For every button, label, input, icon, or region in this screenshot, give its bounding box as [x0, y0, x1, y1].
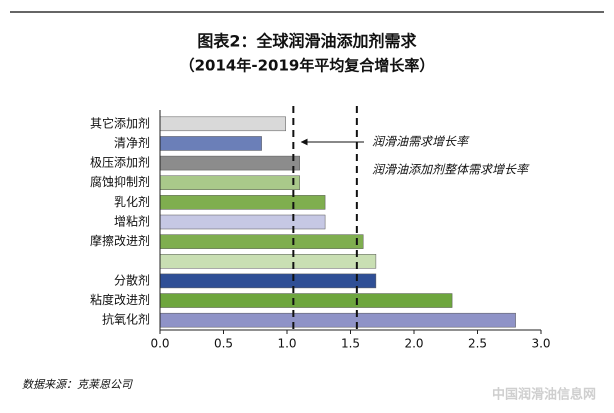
y-tick-label: 极压添加剂 [90, 155, 150, 170]
x-tick-label: 0.5 [214, 337, 233, 351]
bar [159, 214, 326, 230]
bar [159, 234, 364, 249]
bar [159, 293, 453, 308]
x-tick-label: 0.0 [150, 337, 169, 351]
y-tick-label: 腐蚀抑制剂 [90, 174, 150, 189]
bar [159, 254, 377, 269]
source: 数据来源：克莱恩公司 [22, 378, 133, 391]
bar [159, 155, 300, 171]
y-tick-label: 清净剂 [114, 135, 150, 150]
y-tick-label: 乳化剂 [114, 194, 150, 209]
bar [159, 175, 300, 190]
bar [159, 136, 262, 151]
y-tick-label: 分散剂 [114, 272, 150, 287]
annotation: 润滑油需求增长率 [372, 135, 470, 149]
x-tick-label: 1.5 [341, 337, 360, 351]
chart-subtitle: （2014年-2019年平均复合增长率） [180, 57, 435, 75]
x-tick-label: 2.5 [468, 337, 487, 351]
x-tick-label: 2.0 [404, 337, 423, 351]
bar [159, 116, 286, 132]
watermark: 中国润滑油信息网 [492, 387, 596, 403]
y-tick-label: 粘度改进剂 [90, 292, 150, 307]
x-tick-label: 3.0 [531, 337, 550, 351]
bar [159, 195, 326, 210]
y-tick-label: 摩擦改进剂 [90, 233, 150, 248]
annotation: 润滑油添加剂整体需求增长率 [372, 163, 530, 177]
chart-title: 图表2：全球润滑油添加剂需求 [197, 32, 417, 51]
x-tick-label: 1.0 [277, 337, 296, 351]
bar [159, 312, 516, 328]
y-tick-label: 增粘剂 [114, 214, 150, 229]
y-tick-label: 抗氧化剂 [102, 312, 150, 327]
y-tick-label: 其它添加剂 [90, 115, 150, 130]
bar [159, 273, 377, 289]
